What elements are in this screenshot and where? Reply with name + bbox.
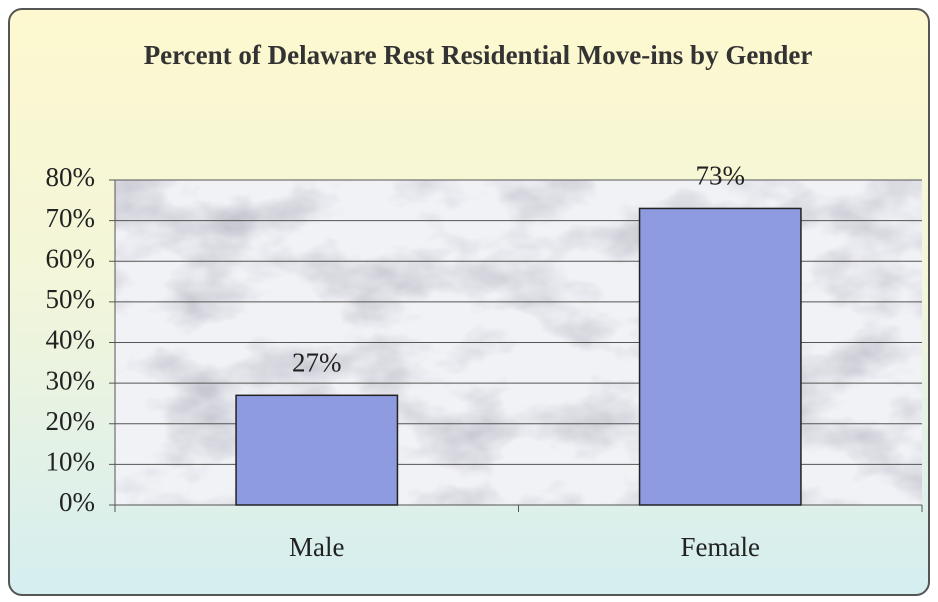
y-tick-label: 10% (46, 447, 96, 477)
chart-title: Percent of Delaware Rest Residential Mov… (143, 40, 813, 70)
y-tick-label: 40% (46, 325, 96, 355)
data-label: 73% (696, 161, 746, 191)
y-tick-label: 30% (46, 365, 96, 395)
y-tick-label: 70% (46, 203, 96, 233)
y-tick-label: 60% (46, 243, 96, 273)
x-tick-label: Female (681, 532, 760, 562)
y-tick-label: 50% (46, 284, 96, 314)
y-tick-label: 0% (59, 487, 95, 517)
bar (235, 394, 399, 506)
y-tick-label: 80% (46, 162, 96, 192)
bar (638, 207, 802, 506)
y-tick-label: 20% (46, 406, 96, 436)
x-tick-label: Male (289, 532, 344, 562)
data-label: 27% (292, 348, 342, 378)
